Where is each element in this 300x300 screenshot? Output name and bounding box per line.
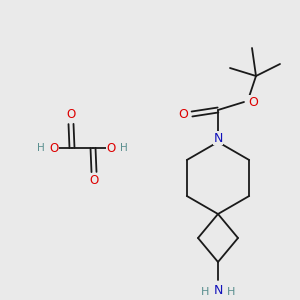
Text: N: N xyxy=(213,131,223,145)
Text: O: O xyxy=(178,107,188,121)
Text: O: O xyxy=(66,109,76,122)
Text: H: H xyxy=(37,143,45,153)
Text: H: H xyxy=(201,287,209,297)
Text: H: H xyxy=(120,143,128,153)
Text: O: O xyxy=(248,95,258,109)
Text: O: O xyxy=(50,142,58,154)
Text: O: O xyxy=(89,175,99,188)
Text: H: H xyxy=(227,287,235,297)
Text: O: O xyxy=(106,142,116,154)
Text: N: N xyxy=(213,284,223,296)
